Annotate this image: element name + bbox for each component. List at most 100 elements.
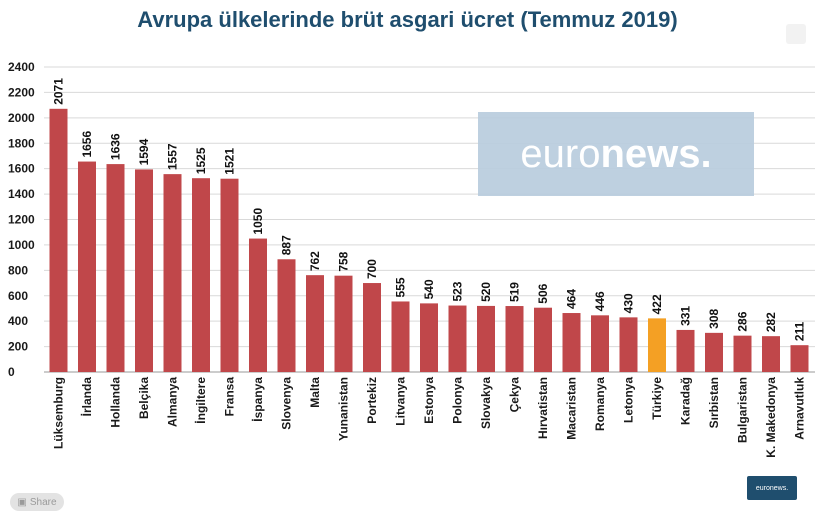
value-label: 506 [536,283,550,303]
value-label: 331 [679,306,693,326]
value-label: 308 [707,309,721,329]
x-axis-ticks: Lüksemburg İrlanda Hollanda Belçika Almanya İ… [52,377,807,458]
value-label: 555 [394,277,408,297]
bar [448,305,467,372]
x-tick-label: Malta [308,377,322,408]
share-button[interactable]: ▣ Share [10,493,64,511]
value-label: 464 [565,289,579,309]
bar [49,108,68,372]
x-tick-label: Bulgaristan [736,377,750,443]
y-tick-label: 600 [8,289,28,303]
bar [106,164,125,372]
bar [163,174,182,372]
y-tick-label: 2000 [8,111,35,125]
x-tick-label: Macaristan [565,377,579,440]
y-tick-label: 800 [8,263,28,277]
bar [277,259,296,372]
x-tick-label: Estonya [422,377,436,424]
value-label: 1594 [137,138,151,165]
x-tick-label: Hırvatistan [536,377,550,439]
value-label: 540 [422,279,436,299]
bar [733,335,752,372]
bar [562,313,581,372]
bar [363,283,381,372]
value-label: 1557 [166,143,180,170]
x-tick-label: Almanya [166,377,180,427]
x-tick-label: Litvanya [394,377,408,426]
x-tick-label: Türkiye [650,377,664,420]
x-tick-label: Romanya [593,377,607,431]
x-tick-label: İngiltere [193,377,208,424]
value-label: 422 [650,294,664,314]
share-label: Share [29,496,57,508]
y-tick-label: 200 [8,340,28,354]
y-tick-label: 2200 [8,85,35,99]
value-label: 446 [593,291,607,311]
bar [790,345,809,372]
bar [192,178,210,372]
value-label: 523 [451,281,465,301]
value-label: 1636 [109,133,123,160]
bar [705,332,723,372]
y-tick-label: 1600 [8,162,35,176]
corner-icon [786,24,806,44]
y-tick-label: 2400 [8,60,35,74]
value-label: 520 [479,282,493,302]
value-label: 1050 [251,208,265,235]
x-tick-label: Slovakya [479,377,493,429]
watermark-light-text: euro [520,131,601,176]
bar [334,275,353,372]
value-labels: 2071 1656 1636 1594 1557 1525 1521 1050 887 762 75… [52,78,807,341]
bar [762,336,780,372]
bars [49,108,809,372]
y-tick-label: 1400 [8,187,35,201]
watermark-bold-text: news. [600,131,712,176]
bar [306,275,324,372]
y-tick-label: 1800 [8,136,35,150]
bar [648,318,666,372]
value-label: 286 [736,311,750,331]
x-tick-label: Çekya [508,377,522,413]
x-tick-label: Slovenya [280,377,294,430]
x-tick-label: Arnavutluk [793,377,807,440]
bar [135,169,153,372]
value-label: 211 [793,321,807,341]
camera-icon: ▣ [17,496,27,508]
value-label: 1521 [223,148,237,175]
bar [591,315,609,372]
y-axis-ticks: 0 200 400 600 800 1000 1200 1400 1600 1800 2000 220… [8,60,35,379]
value-label: 282 [764,312,778,332]
x-tick-label: Fransa [223,377,237,417]
x-tick-label: Belçika [137,377,151,419]
value-label: 700 [365,259,379,279]
value-label: 430 [622,293,636,313]
bar [249,238,267,372]
x-tick-label: Portekiz [365,377,379,424]
y-tick-label: 0 [8,365,15,379]
value-label: 1656 [80,131,94,158]
euronews-logo: euronews. [747,476,797,500]
y-tick-label: 1000 [8,238,35,252]
x-tick-label: Hollanda [109,377,123,428]
bar [676,329,695,372]
x-tick-label: Letonya [622,377,636,423]
y-tick-label: 1200 [8,213,35,227]
x-tick-label: İspanya [250,377,265,422]
euronews-watermark: euronews. [478,112,754,196]
x-tick-label: Lüksemburg [52,377,66,449]
value-label: 762 [308,251,322,271]
bar [534,307,552,372]
bar [78,161,96,372]
x-tick-label: Sırbistan [707,377,721,428]
value-label: 519 [508,282,522,302]
logo-text: euronews. [755,484,789,492]
value-label: 2071 [52,78,66,105]
bar [619,317,638,372]
x-tick-label: İrlanda [79,377,94,417]
value-label: 758 [337,251,351,271]
bar [505,306,524,372]
x-tick-label: Karadağ [679,377,693,425]
x-tick-label: K. Makedonya [764,377,778,458]
x-tick-label: Yunanistan [337,377,351,441]
